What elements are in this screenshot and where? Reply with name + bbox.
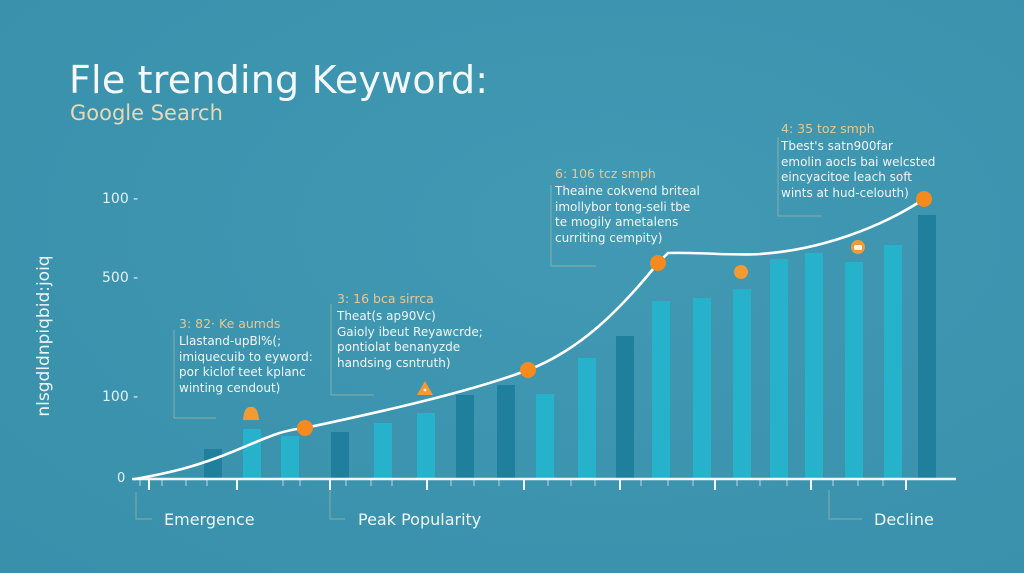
x-axis-ticks <box>139 480 907 490</box>
annotation-line: Theat(s ap90Vc) <box>337 309 436 323</box>
annotation-line: te mogily ametalens <box>555 215 679 229</box>
bar <box>417 413 435 478</box>
chart-subtitle: Google Search <box>70 101 223 125</box>
bar <box>770 259 788 478</box>
annotation-head: 4: 35 toz smph <box>781 121 875 136</box>
data-point-marker <box>297 420 313 436</box>
data-point-marker <box>916 191 932 207</box>
bar <box>374 423 392 478</box>
dome-marker-icon <box>243 406 259 420</box>
bar <box>331 432 349 478</box>
bar <box>243 429 261 478</box>
bar <box>805 253 823 478</box>
annotation-line: wints at hud-celouth) <box>781 185 909 200</box>
annotation-line: pontiolat benanyzde <box>337 340 461 354</box>
annotation-1: 3: 82· Ke aumds Llastand-upBl%(; imiquec… <box>179 316 313 396</box>
phase-label-emergence: Emergence <box>164 510 255 529</box>
annotation-line: por kiclof teet kplanc <box>179 365 306 379</box>
bar-series <box>204 215 936 478</box>
y-tick-label: 100 - <box>102 191 139 207</box>
annotation-head: 6: 106 tcz smph <box>555 166 656 181</box>
annotation-line: emolin aocls bai welcsted <box>781 154 936 169</box>
bar <box>281 436 299 478</box>
y-tick-label: 100 - <box>102 389 139 405</box>
bar <box>536 394 554 478</box>
phase-label-peak-popularity: Peak Popularity <box>358 510 482 529</box>
annotation-line: curriting cempity) <box>555 230 663 245</box>
bar <box>204 449 222 478</box>
annotation-line: imiquecuib to eyword: <box>179 349 313 364</box>
bar <box>616 336 634 478</box>
annotation-line: Llastand-upBl%(; <box>179 334 282 348</box>
bar <box>652 301 670 478</box>
annotation-line: imollybor tong-seli tbe <box>555 199 691 214</box>
y-tick-label: 0 <box>117 471 126 486</box>
annotation-head: 3: 16 bca sirrca <box>337 291 434 306</box>
bar <box>693 298 711 478</box>
annotation-head: 3: 82· Ke aumds <box>179 316 281 331</box>
bar <box>733 289 751 478</box>
bar <box>884 245 902 478</box>
annotation-line: handsing csntruth) <box>337 355 451 370</box>
leader-lines <box>135 137 862 520</box>
annotation-3: 6: 106 tcz smph Theaine cokvend briteal … <box>555 166 700 246</box>
annotation-line: Gaioly ibeut Reyawcrde; <box>337 324 483 339</box>
markers <box>243 191 932 436</box>
bar <box>918 215 936 478</box>
data-point-marker <box>734 265 748 279</box>
bar <box>578 358 596 478</box>
annotation-line: Tbest's satn900far <box>781 139 893 153</box>
annotation-line: winting cendout) <box>179 380 281 395</box>
annotation-line: Theaine cokvend briteal <box>555 184 700 198</box>
badge-marker-icon <box>851 240 865 254</box>
annotation-line: eincyacitoe leach soft <box>781 170 912 184</box>
warning-triangle-icon <box>417 381 433 395</box>
chart-title: Fle trending Keyword: <box>69 58 489 102</box>
bar <box>456 395 474 478</box>
data-point-marker <box>520 362 536 378</box>
annotation-4: 4: 35 toz smph Tbest's satn900far emolin… <box>781 121 935 201</box>
bar <box>497 385 515 478</box>
bar <box>845 262 863 478</box>
data-point-marker <box>650 255 666 271</box>
phase-label-decline: Decline <box>874 510 934 529</box>
y-tick-label: 500 - <box>102 270 139 286</box>
annotation-2: 3: 16 bca sirrca Theat(s ap90Vc) Gaioly … <box>337 291 483 371</box>
